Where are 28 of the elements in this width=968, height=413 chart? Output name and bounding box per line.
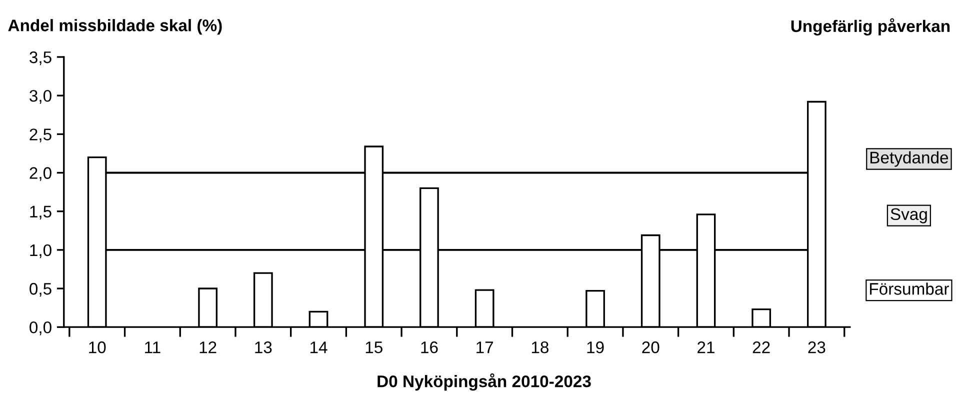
x-tick-label: 16 [421, 341, 438, 354]
text: Svag [890, 208, 927, 224]
x-tick-label: 12 [200, 341, 216, 354]
y-tick-label: 2,5 [30, 128, 52, 142]
x-axis-title: D0 Nyköpingsån 2010-2023 [378, 373, 591, 391]
text: Betydande [870, 151, 948, 167]
y-tick-label: 0,5 [30, 282, 52, 297]
text: Försumbar [870, 282, 949, 295]
x-tick-label: 19 [587, 341, 604, 354]
y-axis-title: Andel missbildade skal (%) [8, 19, 222, 35]
x-tick-label: 15 [366, 342, 382, 354]
x-tick-label: 20 [642, 341, 660, 354]
x-tick-label: 18 [532, 341, 548, 354]
x-tick-label: 23 [808, 341, 826, 354]
y-tick-label: 0,0 [30, 321, 52, 336]
x-tick-label: 22 [752, 341, 770, 354]
y-tick-label: 2,0 [30, 167, 52, 181]
x-tick-label: 21 [698, 341, 714, 354]
x-tick-label: 10 [89, 341, 106, 354]
y-tick-label: 3,0 [30, 90, 52, 104]
x-tick-label: 11 [145, 342, 160, 354]
y-tick-label: 1,0 [30, 244, 52, 258]
text: Ungefärlig påverkan [791, 18, 950, 36]
y-tick-label: 1,5 [30, 206, 52, 220]
y-tick-label: 3,5 [30, 51, 52, 66]
x-tick-label: 13 [255, 341, 272, 354]
x-tick-label: 14 [310, 342, 328, 354]
x-tick-label: 17 [476, 342, 494, 354]
